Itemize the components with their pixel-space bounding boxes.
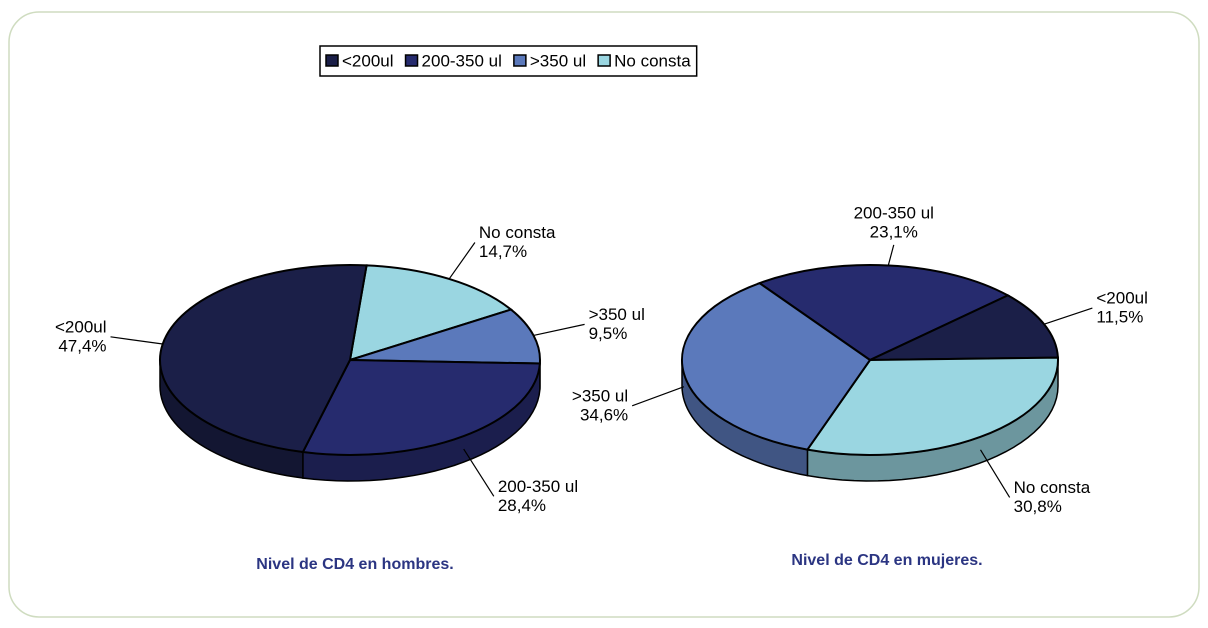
slice-value: 30,8% <box>1014 497 1062 516</box>
slice-category: >350 ul <box>589 305 645 324</box>
slice-category: <200ul <box>55 317 107 336</box>
legend-swatch <box>514 55 526 66</box>
slice-category: No consta <box>479 223 556 242</box>
slice-value: 11,5% <box>1096 308 1143 327</box>
slice-value: 14,7% <box>479 242 527 261</box>
slice-category: <200ul <box>1096 289 1148 308</box>
legend-label: No consta <box>614 51 691 70</box>
slice-category: 200-350 ul <box>498 477 578 496</box>
slice-value: 47,4% <box>58 336 106 355</box>
legend-label: >350 ul <box>530 51 586 70</box>
slice-value: 9,5% <box>589 324 628 343</box>
legend-swatch <box>326 55 338 66</box>
slice-category: No consta <box>1014 478 1091 497</box>
legend-label: 200-350 ul <box>422 51 502 70</box>
chart-title: Nivel de CD4 en mujeres. <box>791 552 982 569</box>
legend-swatch <box>598 55 610 66</box>
slice-category: >350 ul <box>572 386 628 405</box>
legend-label: <200ul <box>342 51 394 70</box>
slice-value: 28,4% <box>498 496 546 515</box>
slice-value: 34,6% <box>580 405 628 424</box>
legend-swatch <box>406 55 418 66</box>
slice-value: 23,1% <box>870 222 918 241</box>
chart-title: Nivel de CD4 en hombres. <box>256 556 453 573</box>
legend: <200ul 200-350 ul >350 ul No consta <box>320 46 697 76</box>
slice-category: 200-350 ul <box>854 203 934 222</box>
